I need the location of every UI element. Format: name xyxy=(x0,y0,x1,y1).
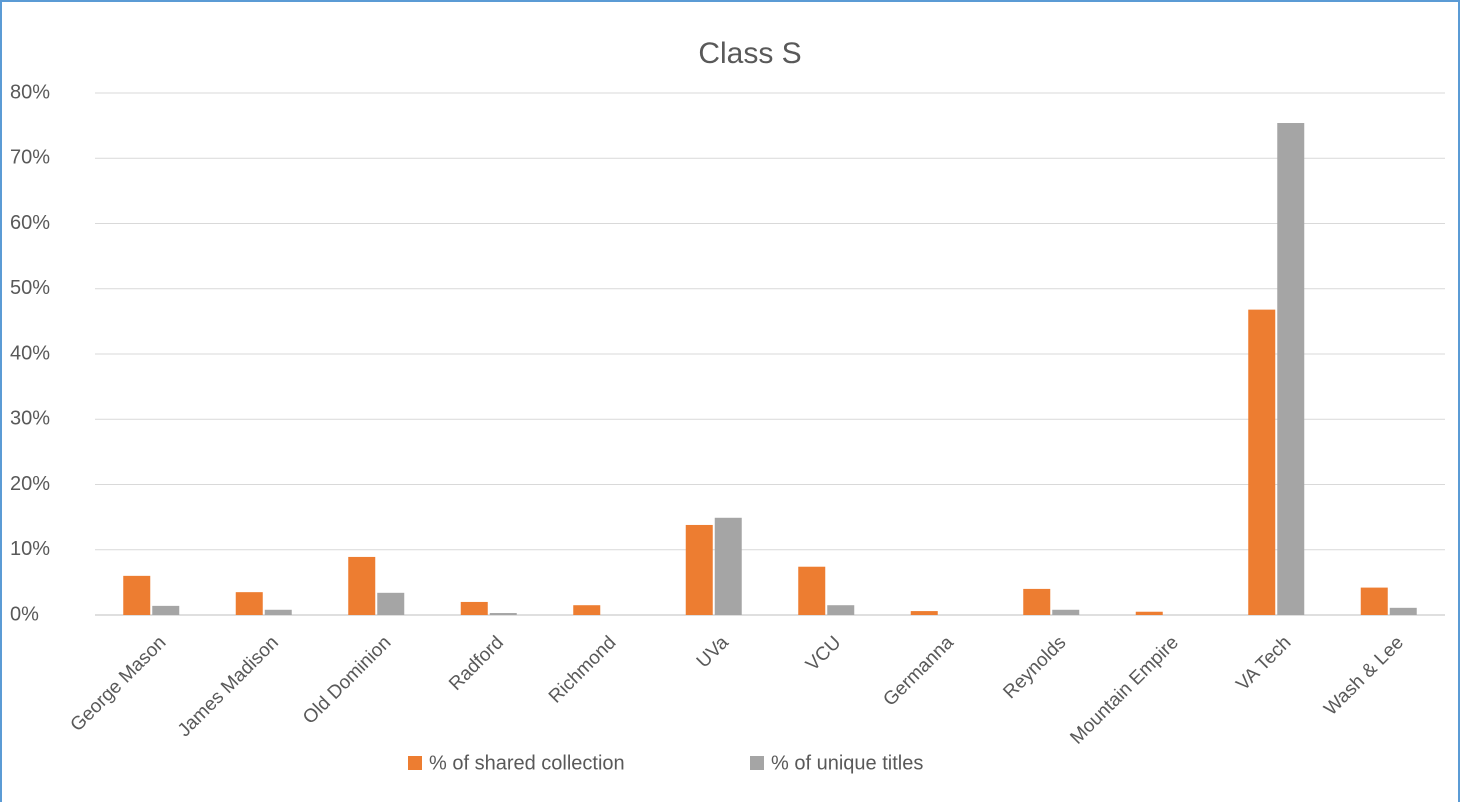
x-tick-label: VA Tech xyxy=(1232,632,1295,695)
y-tick-label: 60% xyxy=(10,212,50,234)
legend-swatch xyxy=(408,756,422,770)
bar xyxy=(685,524,713,615)
bar xyxy=(827,605,855,615)
bar xyxy=(573,605,601,615)
x-tick-label: Richmond xyxy=(545,632,620,707)
legend-swatch xyxy=(750,756,764,770)
bar xyxy=(460,601,488,615)
y-tick-label: 20% xyxy=(10,473,50,495)
x-tick-label: Germanna xyxy=(879,632,958,711)
bar xyxy=(264,609,292,615)
bar xyxy=(1023,588,1051,615)
bar xyxy=(1248,309,1276,615)
x-tick-label: UVa xyxy=(693,632,733,672)
y-tick-label: 30% xyxy=(10,408,50,430)
bar xyxy=(1052,609,1080,615)
y-tick-label: 10% xyxy=(10,538,50,560)
bar xyxy=(714,517,742,615)
y-tick-label: 40% xyxy=(10,342,50,364)
bar xyxy=(123,575,151,615)
bar xyxy=(152,605,180,615)
y-tick-label: 70% xyxy=(10,147,50,169)
bar xyxy=(377,592,405,615)
x-tick-label: James Madison xyxy=(174,632,283,741)
bar xyxy=(910,611,938,615)
legend-label: % of shared collection xyxy=(429,752,625,774)
x-tick-label: VCU xyxy=(802,632,845,675)
bar xyxy=(348,556,376,615)
bar xyxy=(489,613,517,615)
chart-title: Class S xyxy=(698,37,801,70)
bar xyxy=(1389,607,1417,615)
x-tick-label: Reynolds xyxy=(999,632,1070,703)
y-tick-label: 50% xyxy=(10,277,50,299)
x-tick-label: Mountain Empire xyxy=(1066,632,1182,748)
bar xyxy=(235,592,263,615)
x-tick-label: Old Dominion xyxy=(299,632,395,728)
bar xyxy=(798,566,826,615)
x-tick-label: George Mason xyxy=(67,632,171,736)
y-tick-label: 0% xyxy=(10,603,39,625)
legend-label: % of unique titles xyxy=(771,752,923,774)
bar xyxy=(1277,123,1305,615)
x-tick-label: Wash & Lee xyxy=(1320,632,1408,720)
bar xyxy=(1360,587,1388,615)
y-tick-label: 80% xyxy=(10,81,50,103)
x-tick-label: Radford xyxy=(445,632,508,695)
bar xyxy=(1135,611,1163,615)
